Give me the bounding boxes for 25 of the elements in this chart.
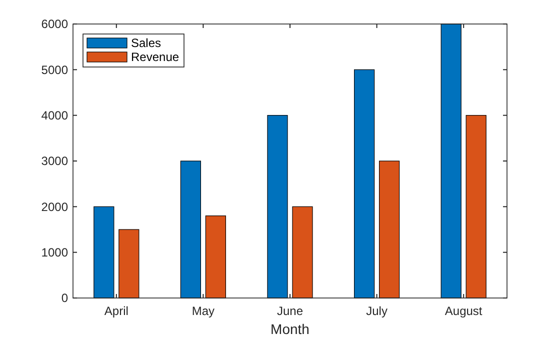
bar — [267, 115, 288, 298]
y-tick-label: 5000 — [41, 62, 68, 77]
legend-label: Revenue — [131, 50, 180, 64]
y-tick-label: 0 — [61, 291, 68, 306]
x-tick-label: May — [192, 304, 215, 318]
bar — [118, 229, 140, 298]
y-tick-label: 3000 — [41, 154, 68, 168]
x-axis-title: Month — [270, 321, 310, 337]
bar — [292, 206, 313, 298]
bar — [205, 216, 226, 298]
y-tick-label: 1000 — [41, 246, 68, 260]
bar — [180, 160, 201, 298]
x-tick-label: April — [104, 304, 128, 318]
bar — [379, 160, 400, 298]
y-tick-label: 6000 — [41, 17, 68, 32]
x-tick-label: August — [444, 304, 483, 318]
bar — [354, 69, 375, 298]
x-tick-label: July — [366, 304, 388, 318]
bar — [94, 206, 114, 298]
legend-label: Sales — [131, 36, 162, 50]
y-tick-label: 4000 — [41, 108, 68, 123]
y-tick-label: 2000 — [41, 200, 68, 214]
x-tick-label: June — [276, 304, 304, 318]
bar — [466, 115, 486, 298]
bar — [440, 24, 462, 298]
